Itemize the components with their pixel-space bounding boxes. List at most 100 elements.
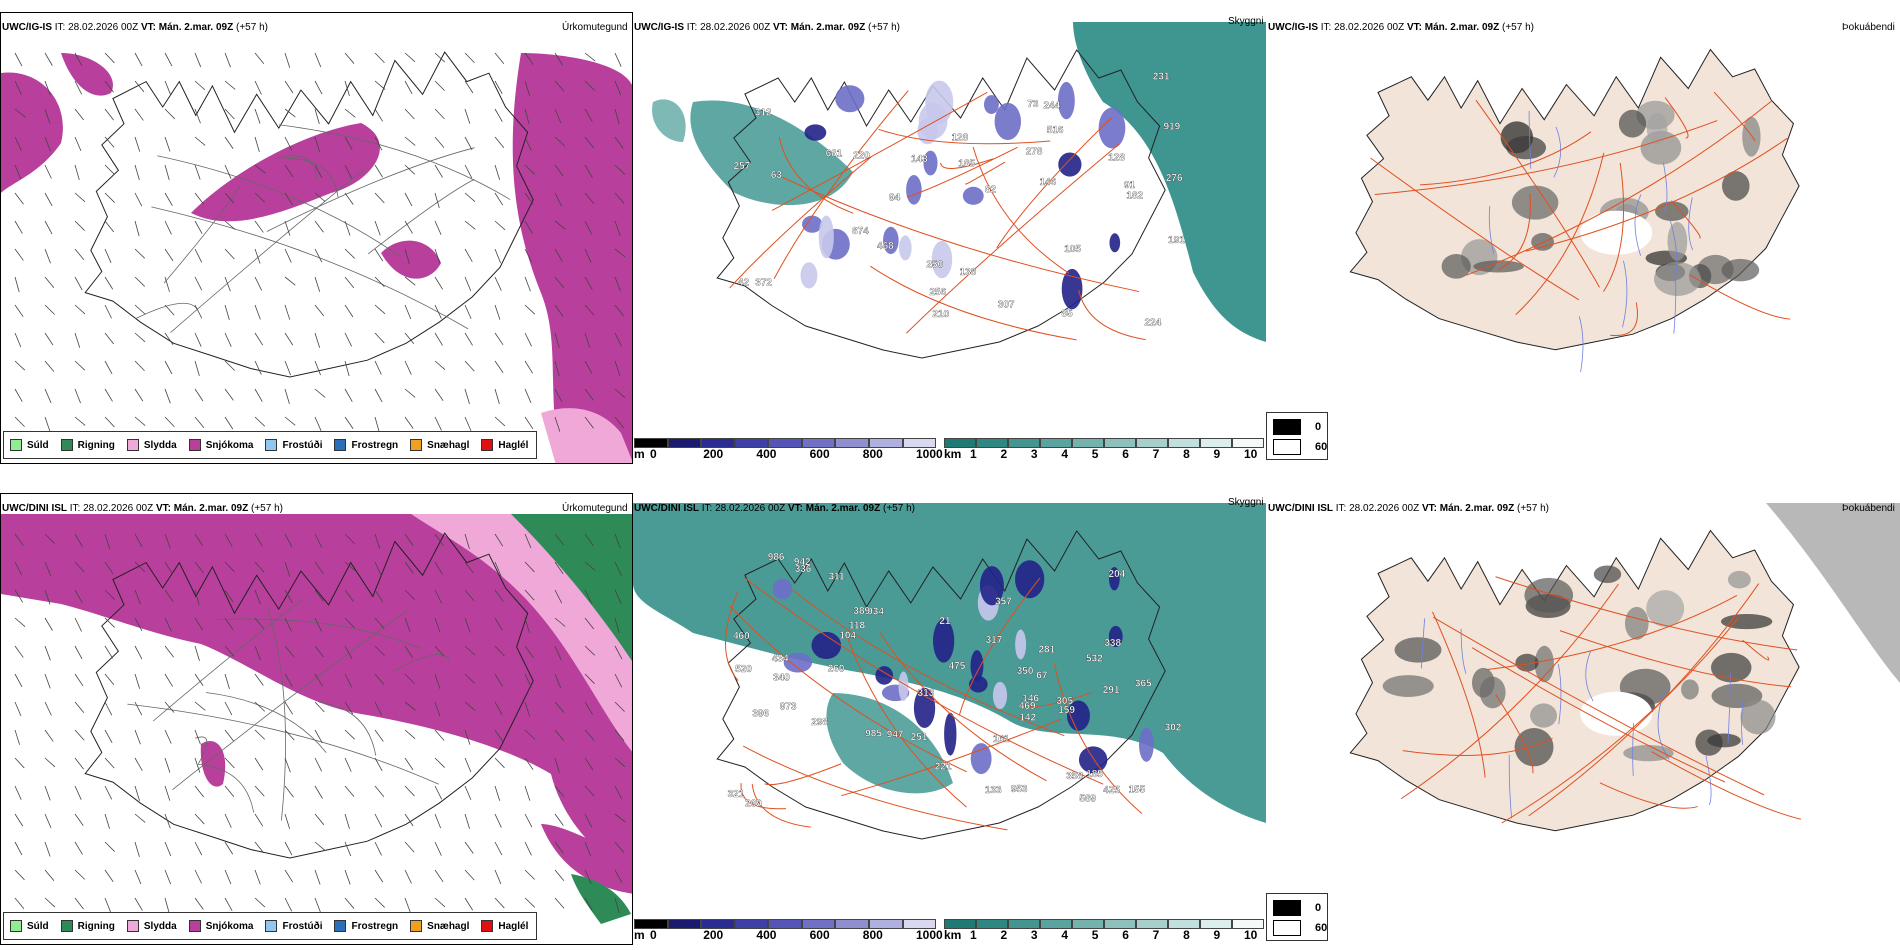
wind-barb (44, 841, 51, 857)
fog-blob (1515, 653, 1539, 672)
fog-blob (1740, 699, 1776, 735)
ceiling-colorbar-labels-row1: m 0 200 400 600 800 1000 (634, 447, 943, 461)
wind-barb (584, 533, 594, 546)
colorbar-segment (835, 438, 869, 448)
wind-barb (134, 304, 146, 315)
colorbar-unit: m (634, 447, 645, 461)
colorbar-segment (1200, 438, 1232, 448)
ceiling-value-label: 986 (768, 552, 785, 563)
wind-barb (584, 701, 593, 715)
wind-barb (464, 220, 476, 230)
header-precip-row2: UWC/DINI ISL IT: 28.02.2026 00Z VT: Mán.… (2, 503, 283, 514)
wind-barb (44, 220, 53, 235)
wind-barb (494, 673, 503, 687)
wind-barb (224, 869, 232, 885)
wind-barb (74, 108, 84, 121)
wind-barb (194, 813, 205, 825)
wind-barb (374, 813, 383, 828)
model-name: UWC/IG-IS (634, 22, 684, 33)
wind-barb (44, 561, 52, 577)
wind-barb (374, 869, 384, 883)
wind-barb (224, 617, 234, 631)
ceiling-value-label: 336 (795, 564, 812, 575)
wind-barb (344, 673, 352, 688)
wind-barb (434, 673, 441, 689)
wind-barb (554, 360, 560, 377)
wind-barb (614, 841, 625, 853)
wind-barb (524, 388, 532, 403)
wind-barb (614, 645, 623, 660)
road-line (1495, 576, 1798, 651)
ceiling-value-label: 155 (1129, 784, 1146, 795)
road-line (740, 783, 787, 810)
wind-barb (374, 276, 385, 288)
wind-barb (134, 701, 143, 716)
wind-barb (134, 869, 142, 885)
fog-title-row2: Þokuábendi (1842, 503, 1895, 514)
road-line (1485, 595, 1738, 671)
valid-time: VT: Mán. 2.mar. 09Z (140, 22, 234, 33)
wind-barb (254, 192, 266, 203)
wind-barb (404, 617, 411, 633)
fog-panel-row2 (1266, 493, 1900, 945)
legend-swatch (265, 920, 278, 932)
wind-barb (74, 248, 85, 261)
road-line (764, 763, 842, 786)
wind-barb (344, 729, 356, 740)
road-line (996, 116, 1113, 249)
ceiling-value-label: 305 (1056, 696, 1073, 707)
wind-barb (314, 192, 326, 202)
colorbar-segment (667, 438, 702, 448)
legend-item-snjókoma: Snjókoma (188, 920, 253, 932)
visibility-fields (633, 503, 1266, 823)
wind-barb (224, 304, 230, 321)
wind-barb (194, 701, 206, 711)
wind-barb (74, 304, 86, 315)
wind-barb (374, 561, 382, 576)
ceiling-blob (962, 186, 984, 205)
wind-barb (584, 192, 595, 204)
wind-barb (314, 729, 323, 743)
ceiling-blob (944, 712, 957, 756)
wind-barb (14, 813, 24, 827)
wind-barb (494, 701, 503, 716)
wind-barb (374, 248, 384, 262)
ceiling-value-label: 661 (826, 148, 843, 159)
wind-barb (314, 108, 320, 125)
legend-swatch (334, 920, 347, 932)
wind-barb (554, 617, 566, 627)
wind-barb (554, 673, 562, 689)
lead-time: (+57 h) (251, 503, 283, 514)
precip-legend-row2: Súld Rigning Slydda Snjókoma Frostúði Frostre… (3, 912, 537, 940)
colorbar-tick-label: 3 (1030, 447, 1038, 461)
fog-swatch-black (1273, 419, 1301, 435)
ceiling-value-label: 159 (1058, 705, 1075, 716)
wind-barb (164, 332, 174, 346)
ceiling-value-label: 204 (1109, 569, 1126, 580)
wind-barb (524, 561, 535, 573)
road-line (1664, 97, 1689, 139)
fog-blob (1721, 171, 1750, 201)
river-line (1585, 650, 1594, 702)
legend-swatch (410, 920, 423, 932)
wind-barb (374, 388, 383, 403)
wind-barb (164, 136, 171, 152)
wind-barb (284, 841, 293, 856)
ceiling-value-label: 985 (865, 728, 882, 739)
wind-barb (74, 533, 83, 547)
legend-item-frostúði: Frostúði (265, 920, 322, 932)
wind-barb (224, 136, 234, 149)
road-line (1528, 583, 1760, 817)
wind-barb (344, 80, 350, 96)
glacier-area (1580, 691, 1653, 736)
wind-barb (344, 388, 353, 402)
wind-barb (14, 80, 22, 95)
wind-barb (374, 897, 385, 908)
wind-barb (44, 304, 55, 315)
colorbar-tick-label: 5 (1091, 928, 1099, 942)
valid-time: VT: Mán. 2.mar. 09Z (1421, 503, 1515, 514)
wind-barb (434, 108, 445, 120)
wind-barb (584, 80, 595, 91)
wind-barb (464, 52, 475, 64)
rain-area (511, 514, 632, 662)
